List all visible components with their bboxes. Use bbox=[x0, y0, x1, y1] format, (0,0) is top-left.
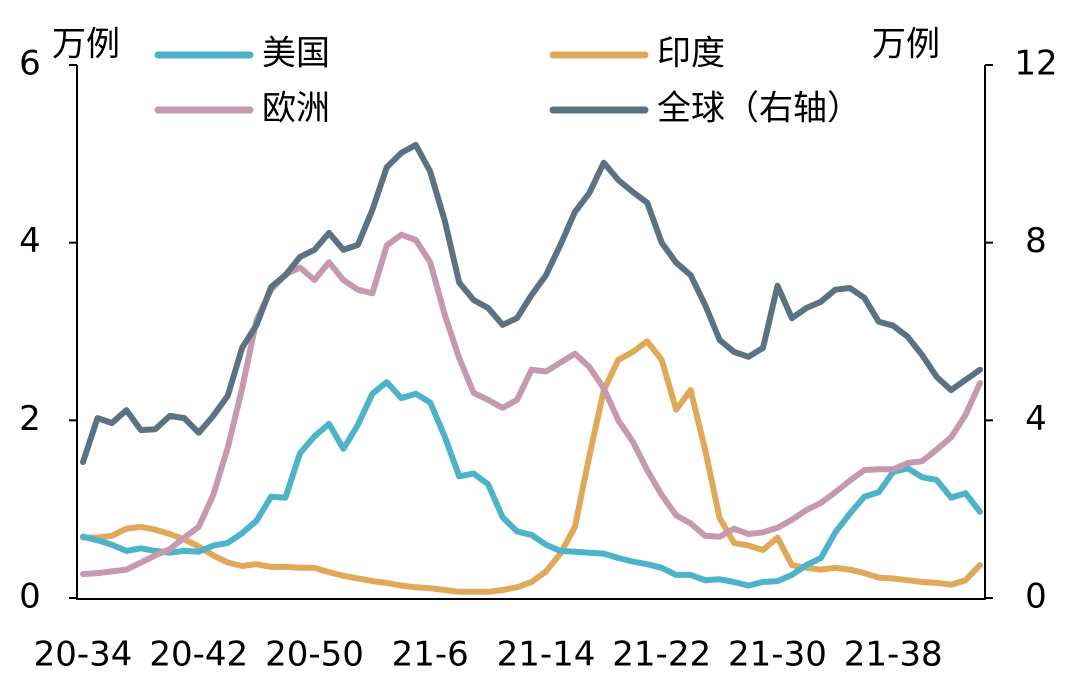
y-tick-label: 6 bbox=[19, 44, 41, 84]
x-tick-label: 20-50 bbox=[265, 635, 364, 675]
series-line bbox=[80, 379, 983, 589]
legend-label: 印度 bbox=[657, 34, 725, 74]
legend-label: 美国 bbox=[262, 34, 330, 74]
y2-tick-label: 12 bbox=[1014, 44, 1057, 84]
y-tick-label: 2 bbox=[19, 399, 41, 439]
x-tick-label: 21-6 bbox=[392, 635, 469, 675]
x-tick-label: 21-14 bbox=[497, 635, 596, 675]
series-line bbox=[80, 231, 983, 577]
y2-tick-label: 8 bbox=[1025, 221, 1047, 261]
y2-tick-label: 4 bbox=[1025, 399, 1047, 439]
x-tick-label: 21-22 bbox=[612, 635, 711, 675]
y-tick-label: 4 bbox=[19, 221, 41, 261]
x-tick-label: 20-34 bbox=[34, 635, 133, 675]
legend-label: 全球（右轴） bbox=[657, 89, 861, 129]
series-line bbox=[80, 338, 983, 595]
y2-tick-label: 0 bbox=[1025, 577, 1047, 617]
x-tick-label: 21-30 bbox=[728, 635, 827, 675]
series-line bbox=[80, 141, 983, 466]
y2-unit: 万例 bbox=[872, 25, 940, 65]
x-tick-label: 21-38 bbox=[844, 635, 943, 675]
y-tick-label: 0 bbox=[19, 577, 41, 617]
x-tick-label: 20-42 bbox=[149, 635, 248, 675]
legend-label: 欧洲 bbox=[262, 89, 330, 129]
y-unit: 万例 bbox=[52, 25, 120, 65]
